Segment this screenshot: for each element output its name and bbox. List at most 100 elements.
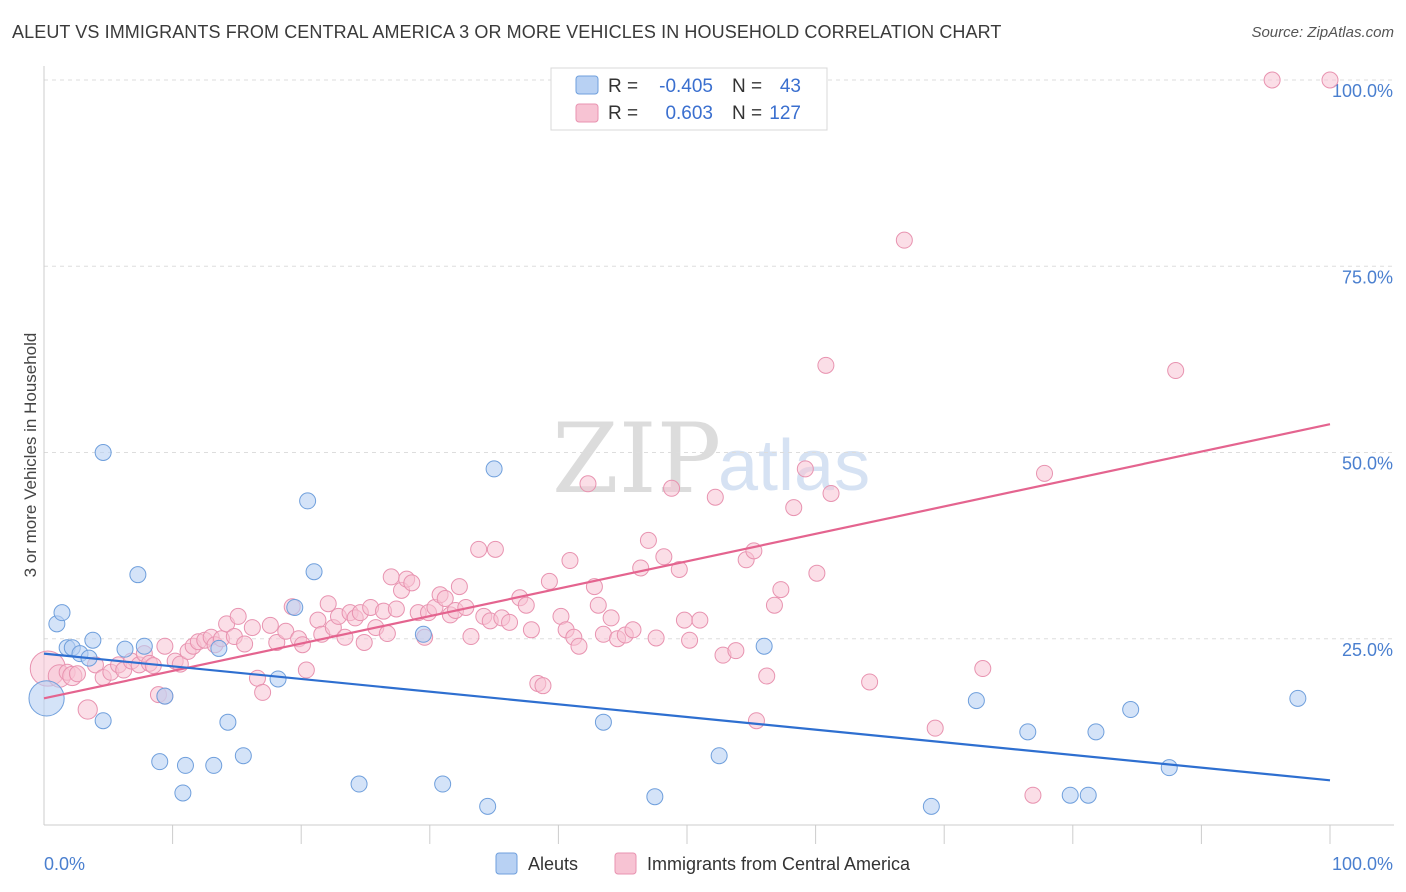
immigrants-point	[1036, 464, 1054, 482]
immigrants-point	[517, 596, 535, 614]
x-tick-label: 100.0%	[1332, 854, 1393, 874]
aleuts-point	[1122, 701, 1140, 719]
immigrants-point	[681, 631, 699, 649]
aleuts-point	[414, 625, 432, 643]
aleuts-point	[755, 637, 773, 655]
aleuts-point	[1019, 723, 1037, 741]
immigrants-point	[378, 625, 396, 643]
aleuts-point	[210, 639, 228, 657]
watermark-zip: ZIP	[552, 403, 721, 515]
aleuts-point	[94, 712, 112, 730]
aleuts-point	[485, 460, 503, 478]
immigrants-point	[691, 611, 709, 629]
aleuts-point	[1289, 689, 1307, 707]
immigrants-point	[436, 590, 454, 608]
legend-r-value: -0.405	[659, 76, 713, 97]
immigrants-point	[309, 611, 327, 629]
tick-labels: 25.0% 50.0% 75.0% 100.0% 0.0% 100.0%	[44, 81, 1393, 874]
immigrants-point	[297, 661, 315, 679]
legend-n-value: 127	[769, 103, 801, 124]
y-tick-label: 100.0%	[1332, 81, 1393, 101]
legend-r-label: R =	[608, 103, 638, 124]
legend-n-value: 43	[780, 76, 801, 97]
immigrants-point	[808, 564, 826, 582]
aleuts-point	[646, 788, 664, 806]
immigrants-point	[561, 552, 579, 570]
immigrants-point	[77, 699, 98, 720]
bottom-legend-label-aleuts: Aleuts	[528, 854, 578, 874]
aleuts-point	[151, 753, 169, 771]
aleuts-point	[94, 444, 112, 461]
immigrants-point	[594, 625, 612, 643]
aleuts-point	[967, 692, 985, 710]
immigrants-point	[1024, 786, 1042, 804]
immigrants-point	[1167, 362, 1185, 380]
immigrants-point	[277, 622, 295, 640]
immigrants-trend-line	[43, 423, 1331, 700]
immigrants-point	[926, 719, 944, 737]
immigrants-point	[822, 484, 840, 502]
aleuts-point	[174, 784, 192, 802]
immigrants-point	[486, 540, 504, 558]
legend-r-value: 0.603	[665, 103, 713, 124]
watermark-atlas: atlas	[718, 426, 870, 506]
aleuts-point	[1061, 786, 1079, 804]
immigrants-point	[68, 665, 86, 683]
y-tick-label: 25.0%	[1342, 640, 1393, 660]
series-aleuts-points	[28, 444, 1307, 815]
immigrants-point	[382, 568, 400, 586]
immigrants-point	[540, 572, 558, 590]
immigrants-point	[632, 559, 650, 577]
aleuts-point	[299, 492, 317, 510]
immigrants-point	[579, 475, 597, 493]
aleuts-point	[53, 604, 71, 622]
aleuts-point	[219, 713, 237, 731]
aleuts-point	[350, 775, 368, 793]
immigrants-point	[268, 633, 286, 651]
source-credit: Source: ZipAtlas.com	[1251, 24, 1394, 41]
immigrants-point	[462, 628, 480, 646]
aleuts-point	[205, 756, 223, 774]
aleuts-point	[479, 797, 497, 815]
immigrants-point	[639, 531, 657, 549]
correlation-legend: R = -0.405 N = 43 R = 0.603 N = 127	[550, 67, 828, 131]
bottom-legend-swatch-aleuts	[495, 852, 518, 875]
immigrants-point	[602, 609, 620, 627]
immigrants-point	[772, 581, 790, 599]
immigrants-point	[817, 356, 835, 374]
aleuts-point	[176, 756, 194, 774]
legend-swatch-immigrants	[575, 103, 599, 123]
immigrants-point	[765, 596, 783, 614]
aleuts-point	[1087, 723, 1105, 741]
immigrants-point	[663, 479, 681, 497]
immigrants-point	[675, 611, 693, 629]
legend-n-label: N =	[732, 103, 762, 124]
aleuts-point	[434, 775, 452, 793]
series-legend: Aleuts Immigrants from Central America	[495, 852, 911, 875]
aleuts-point	[156, 687, 174, 705]
trend-lines	[43, 423, 1331, 782]
immigrants-point	[236, 635, 254, 653]
immigrants-point	[1321, 71, 1339, 89]
immigrants-point	[522, 621, 540, 639]
immigrants-point	[229, 607, 247, 625]
immigrants-point	[706, 488, 724, 506]
immigrants-point	[785, 499, 803, 517]
immigrants-point	[589, 596, 607, 614]
immigrants-point	[647, 629, 665, 647]
aleuts-point	[269, 670, 287, 688]
immigrants-point	[319, 595, 337, 613]
bottom-legend-label-immigrants: Immigrants from Central America	[647, 854, 911, 874]
aleuts-point	[594, 713, 612, 731]
aleuts-point	[1160, 759, 1178, 777]
aleuts-point	[922, 797, 940, 815]
immigrants-point	[758, 667, 776, 685]
immigrants-point	[895, 231, 913, 249]
aleuts-trend-line	[43, 652, 1331, 782]
immigrants-point	[861, 673, 879, 691]
aleuts-point	[84, 631, 102, 649]
bottom-legend-swatch-immigrants	[614, 852, 637, 875]
immigrants-point	[670, 560, 688, 578]
immigrants-point	[796, 460, 814, 478]
legend-swatch-aleuts	[575, 75, 599, 95]
